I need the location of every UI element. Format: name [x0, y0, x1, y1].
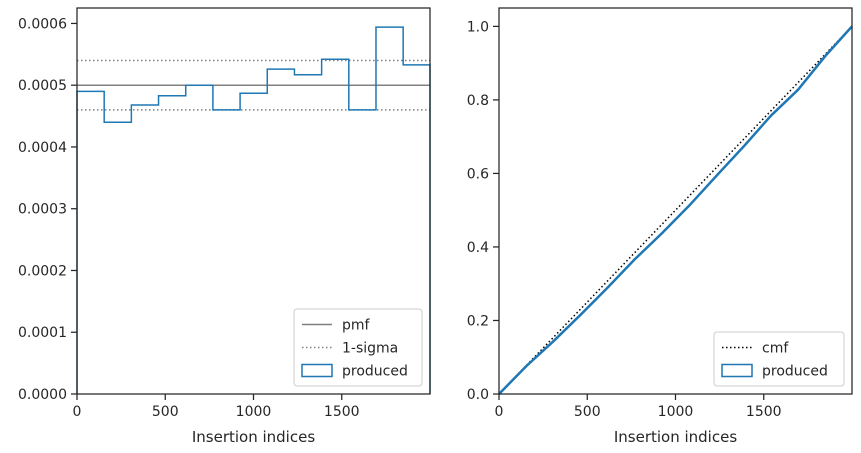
histogram-bar [213, 110, 240, 394]
produced-point [743, 145, 745, 148]
legend-swatch-produced [301, 363, 333, 378]
produced-point [525, 365, 527, 367]
produced-point [715, 175, 718, 177]
x-tick-label: 500 [152, 404, 179, 420]
produced-cumulative-line [498, 25, 853, 395]
produced-point [688, 204, 690, 207]
produced-point [797, 89, 799, 91]
x-axis-label: Insertion indices [614, 428, 737, 446]
produced-point [824, 55, 826, 57]
produced-point [552, 340, 554, 342]
legend: cmf produced [713, 331, 845, 387]
legend: pmf 1-sigma produced [293, 308, 423, 387]
x-tick-label: 1500 [324, 404, 360, 420]
y-tick-label: 0.2 [467, 313, 489, 329]
histogram-bar [131, 105, 158, 394]
legend-label-cmf: cmf [762, 341, 789, 357]
histogram-panel: 0 500 1000 1500 0.0000 0.0001 0.0002 0.0003 0.00… [18, 7, 431, 446]
produced-point [661, 232, 663, 234]
y-tick-label: 0.0005 [18, 78, 67, 94]
x-tick-label: 1000 [658, 404, 694, 420]
x-axis-label: Insertion indices [192, 428, 315, 446]
x-tick-label: 1500 [746, 404, 782, 420]
produced-point [607, 286, 609, 289]
produced-point [579, 314, 582, 316]
legend-label-produced: produced [762, 364, 828, 380]
x-tick-label: 500 [574, 404, 601, 420]
y-tick-label: 0.0 [467, 387, 489, 403]
legend-label-produced: produced [342, 364, 408, 380]
x-tick-label: 0 [73, 404, 82, 420]
cumulative-panel: 0 500 1000 1500 0.0 0.2 0.4 0.6 0.8 1.0 Insertion … [467, 7, 853, 446]
histogram-bar [104, 122, 131, 394]
y-tick-label: 0.6 [467, 166, 489, 182]
legend-label-pmf: pmf [342, 318, 371, 334]
y-tick-label: 0.0002 [18, 263, 67, 279]
produced-step-line [76, 26, 431, 394]
histogram-bar [159, 96, 186, 394]
legend-box [713, 331, 845, 387]
y-tick-label: 0.0006 [18, 16, 67, 32]
y-tick-label: 1.0 [467, 19, 489, 35]
produced-point [770, 115, 772, 117]
legend-swatch-produced [721, 363, 753, 378]
produced-point [634, 258, 636, 260]
x-tick-label: 0 [495, 404, 504, 420]
y-tick-label: 0.0004 [18, 140, 67, 156]
legend-label-1-sigma: 1-sigma [342, 341, 398, 357]
legend-box [293, 308, 423, 387]
y-tick-label: 0.0003 [18, 202, 67, 218]
y-tick-label: 0.0001 [18, 325, 67, 341]
histogram-bar [240, 93, 267, 394]
cmf-line [498, 25, 853, 395]
y-tick-label: 0.4 [467, 240, 489, 256]
histogram-bar [77, 91, 104, 394]
y-tick-label: 0.8 [467, 93, 489, 109]
histogram-bar [267, 69, 294, 394]
y-tick-label: 0.0000 [18, 387, 67, 403]
histogram-bar [186, 85, 213, 394]
x-tick-label: 1000 [236, 404, 272, 420]
